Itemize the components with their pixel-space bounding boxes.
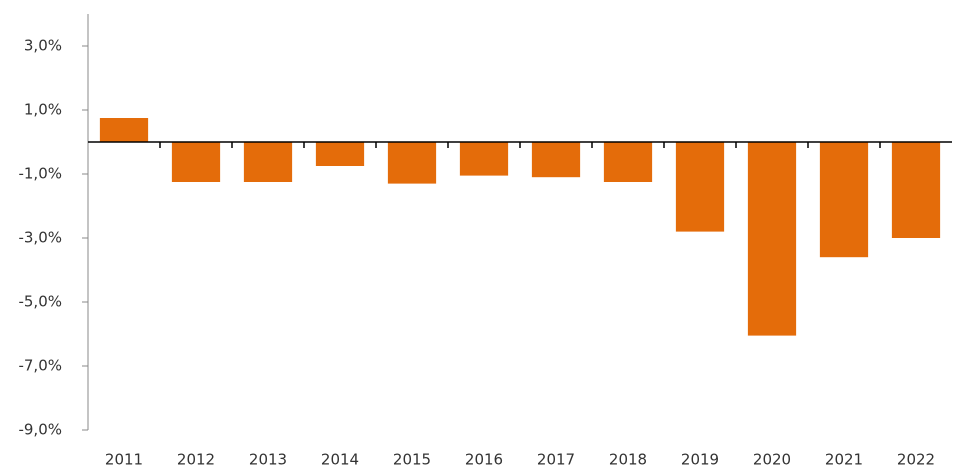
bar bbox=[891, 142, 941, 238]
y-tick-label: -7,0% bbox=[18, 357, 62, 375]
bar bbox=[675, 142, 725, 232]
x-tick-label: 2017 bbox=[537, 451, 575, 468]
y-tick-label: 1,0% bbox=[24, 101, 62, 119]
x-tick-label: 2012 bbox=[177, 451, 215, 468]
bar bbox=[171, 142, 221, 182]
x-tick-label: 2019 bbox=[681, 451, 719, 468]
y-tick-label: -3,0% bbox=[18, 229, 62, 247]
x-tick-label: 2022 bbox=[897, 451, 935, 468]
x-tick-label: 2018 bbox=[609, 451, 647, 468]
x-tick-label: 2011 bbox=[105, 451, 143, 468]
bar bbox=[747, 142, 797, 336]
bar bbox=[819, 142, 869, 258]
x-tick-label: 2013 bbox=[249, 451, 287, 468]
x-tick-label: 2014 bbox=[321, 451, 359, 468]
bar bbox=[243, 142, 293, 182]
bar bbox=[315, 142, 365, 166]
bar bbox=[603, 142, 653, 182]
x-tick-label: 2020 bbox=[753, 451, 791, 468]
bar bbox=[99, 118, 149, 142]
y-tick-label: -1,0% bbox=[18, 165, 62, 183]
bar bbox=[387, 142, 437, 184]
bar bbox=[531, 142, 581, 178]
x-tick-label: 2021 bbox=[825, 451, 863, 468]
x-tick-label: 2015 bbox=[393, 451, 431, 468]
bar bbox=[459, 142, 509, 176]
y-tick-label: -5,0% bbox=[18, 293, 62, 311]
y-tick-label: -9,0% bbox=[18, 421, 62, 439]
x-tick-label: 2016 bbox=[465, 451, 503, 468]
y-tick-label: 3,0% bbox=[24, 37, 62, 55]
